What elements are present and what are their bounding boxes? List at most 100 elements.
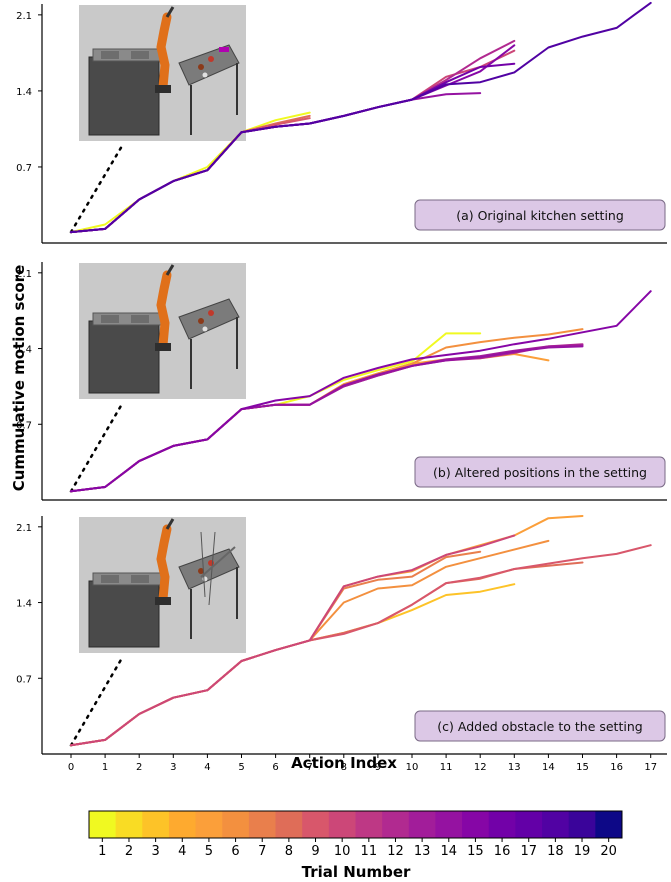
colorbar-tick-label: 3 xyxy=(151,844,159,859)
series-line-trial-1 xyxy=(70,111,311,234)
series-line-trial-18 xyxy=(70,1,652,234)
target-marker xyxy=(219,47,229,52)
colorbar-segment xyxy=(462,811,490,838)
robot-arm xyxy=(156,270,172,350)
glass-object xyxy=(202,72,208,78)
colorbar-tick-label: 15 xyxy=(467,844,484,859)
x-tick-label: 13 xyxy=(508,762,521,773)
y-tick-label: 0.7 xyxy=(16,163,32,174)
colorbar-segment xyxy=(142,811,170,838)
colorbar-tick-label: 12 xyxy=(387,844,404,859)
x-tick-label: 4 xyxy=(204,762,210,773)
robot-gripper xyxy=(165,518,175,530)
panel-label: (a) Original kitchen setting xyxy=(456,208,624,223)
panel-label: (c) Added obstacle to the setting xyxy=(437,719,642,734)
x-tick-label: 1 xyxy=(102,762,108,773)
panel-label: (b) Altered positions in the setting xyxy=(433,465,647,480)
colorbar-segment xyxy=(355,811,383,838)
y-tick-label: 1.4 xyxy=(16,345,32,356)
panel-label-box xyxy=(414,199,666,231)
panel-a: 0.7 1.4 2.1 (a) Original kitchen setting xyxy=(16,1,667,244)
colorbar-tick-label: 17 xyxy=(520,844,537,859)
colorbar-segment xyxy=(595,811,623,838)
colorbar-segment xyxy=(382,811,410,838)
robot-base xyxy=(155,597,171,605)
colorbar-segment xyxy=(328,811,356,838)
colorbar-segment xyxy=(408,811,436,838)
series-line-trial-15 xyxy=(70,290,652,493)
x-tick-label: 15 xyxy=(576,762,589,773)
x-tick-label: 3 xyxy=(170,762,176,773)
x-tick-label: 14 xyxy=(542,762,555,773)
y-tick-label: 1.4 xyxy=(16,87,32,98)
colorbar-segment xyxy=(435,811,463,838)
colorbar-tick-label: 10 xyxy=(334,844,351,859)
obstacle-bar xyxy=(200,546,236,578)
x-tick-label: 9 xyxy=(375,762,381,773)
fruit-object xyxy=(198,568,204,574)
x-tick-label: 7 xyxy=(307,762,313,773)
colorbar-segment xyxy=(195,811,223,838)
colorbar-segment xyxy=(275,811,303,838)
x-axis: 0 1 2 3 4 5 6 7 8 9 10 11 12 13 14 15 16 17 xyxy=(68,754,657,773)
colorbar-segment xyxy=(115,811,143,838)
colorbar-tick-label: 14 xyxy=(441,844,458,859)
colorbar-segment xyxy=(488,811,516,838)
x-tick-label: 0 xyxy=(68,762,74,773)
sink-right xyxy=(131,315,149,323)
counter-cabinet xyxy=(88,320,160,394)
colorbar-segment xyxy=(302,811,330,838)
sink-left xyxy=(101,315,119,323)
obstacle-pole xyxy=(200,531,206,598)
y-tick-label: 0.7 xyxy=(16,420,32,431)
colorbar-segment xyxy=(248,811,277,838)
colorbar-tick-label: 2 xyxy=(125,844,133,859)
colorbar-segment xyxy=(568,811,596,838)
colorbar-segment xyxy=(515,811,543,838)
colorbar-segment xyxy=(89,811,117,838)
x-tick-label: 8 xyxy=(341,762,347,773)
dotted-connector xyxy=(69,144,124,234)
colorbar-tick-label: 7 xyxy=(258,844,266,859)
panel-label-box xyxy=(414,456,666,488)
x-tick-label: 16 xyxy=(610,762,623,773)
series-line-trial-3 xyxy=(70,125,277,234)
table-top xyxy=(178,44,240,86)
colorbar-tick-label: 18 xyxy=(547,844,564,859)
scene-image xyxy=(79,517,246,653)
glass-object xyxy=(202,576,208,582)
y-tick-label: 1.4 xyxy=(16,599,32,610)
colorbar-tick-label: 16 xyxy=(494,844,511,859)
colorbar-title: Trial Number xyxy=(302,863,411,881)
counter-cabinet xyxy=(88,580,160,648)
sink-right xyxy=(131,575,149,583)
colorbar-tick-label: 6 xyxy=(231,844,239,859)
y-tick-label: 2.1 xyxy=(16,523,32,534)
dotted-connector xyxy=(69,656,124,747)
x-tick-label: 12 xyxy=(474,762,487,773)
x-axis-title: Action Index xyxy=(291,754,397,772)
fruit-object xyxy=(198,318,204,324)
colorbar-tick-label: 5 xyxy=(205,844,213,859)
cup-object xyxy=(208,56,214,62)
x-tick-label: 10 xyxy=(406,762,419,773)
sink-left xyxy=(101,575,119,583)
table-top xyxy=(178,298,240,340)
colorbar-tick-label: 20 xyxy=(600,844,617,859)
robot-gripper xyxy=(165,264,175,276)
glass-object xyxy=(202,326,208,332)
colorbar-tick-label: 1 xyxy=(98,844,106,859)
cup-object xyxy=(208,310,214,316)
colorbar-tick-label: 13 xyxy=(414,844,431,859)
robot-base xyxy=(155,343,171,351)
sink-right xyxy=(131,51,149,59)
x-tick-label: 6 xyxy=(272,762,278,773)
panel-c: 0.7 1.4 2.1 (c) Added obstacle to the setti… xyxy=(16,515,667,755)
y-tick-label: 0.7 xyxy=(16,674,32,685)
robot-arm xyxy=(156,524,172,604)
colorbar-segment xyxy=(542,811,570,838)
y-axis-title: Cummulative motion score xyxy=(10,265,28,492)
scene-image xyxy=(79,263,246,399)
fruit-object xyxy=(198,64,204,70)
x-tick-label: 17 xyxy=(644,762,657,773)
